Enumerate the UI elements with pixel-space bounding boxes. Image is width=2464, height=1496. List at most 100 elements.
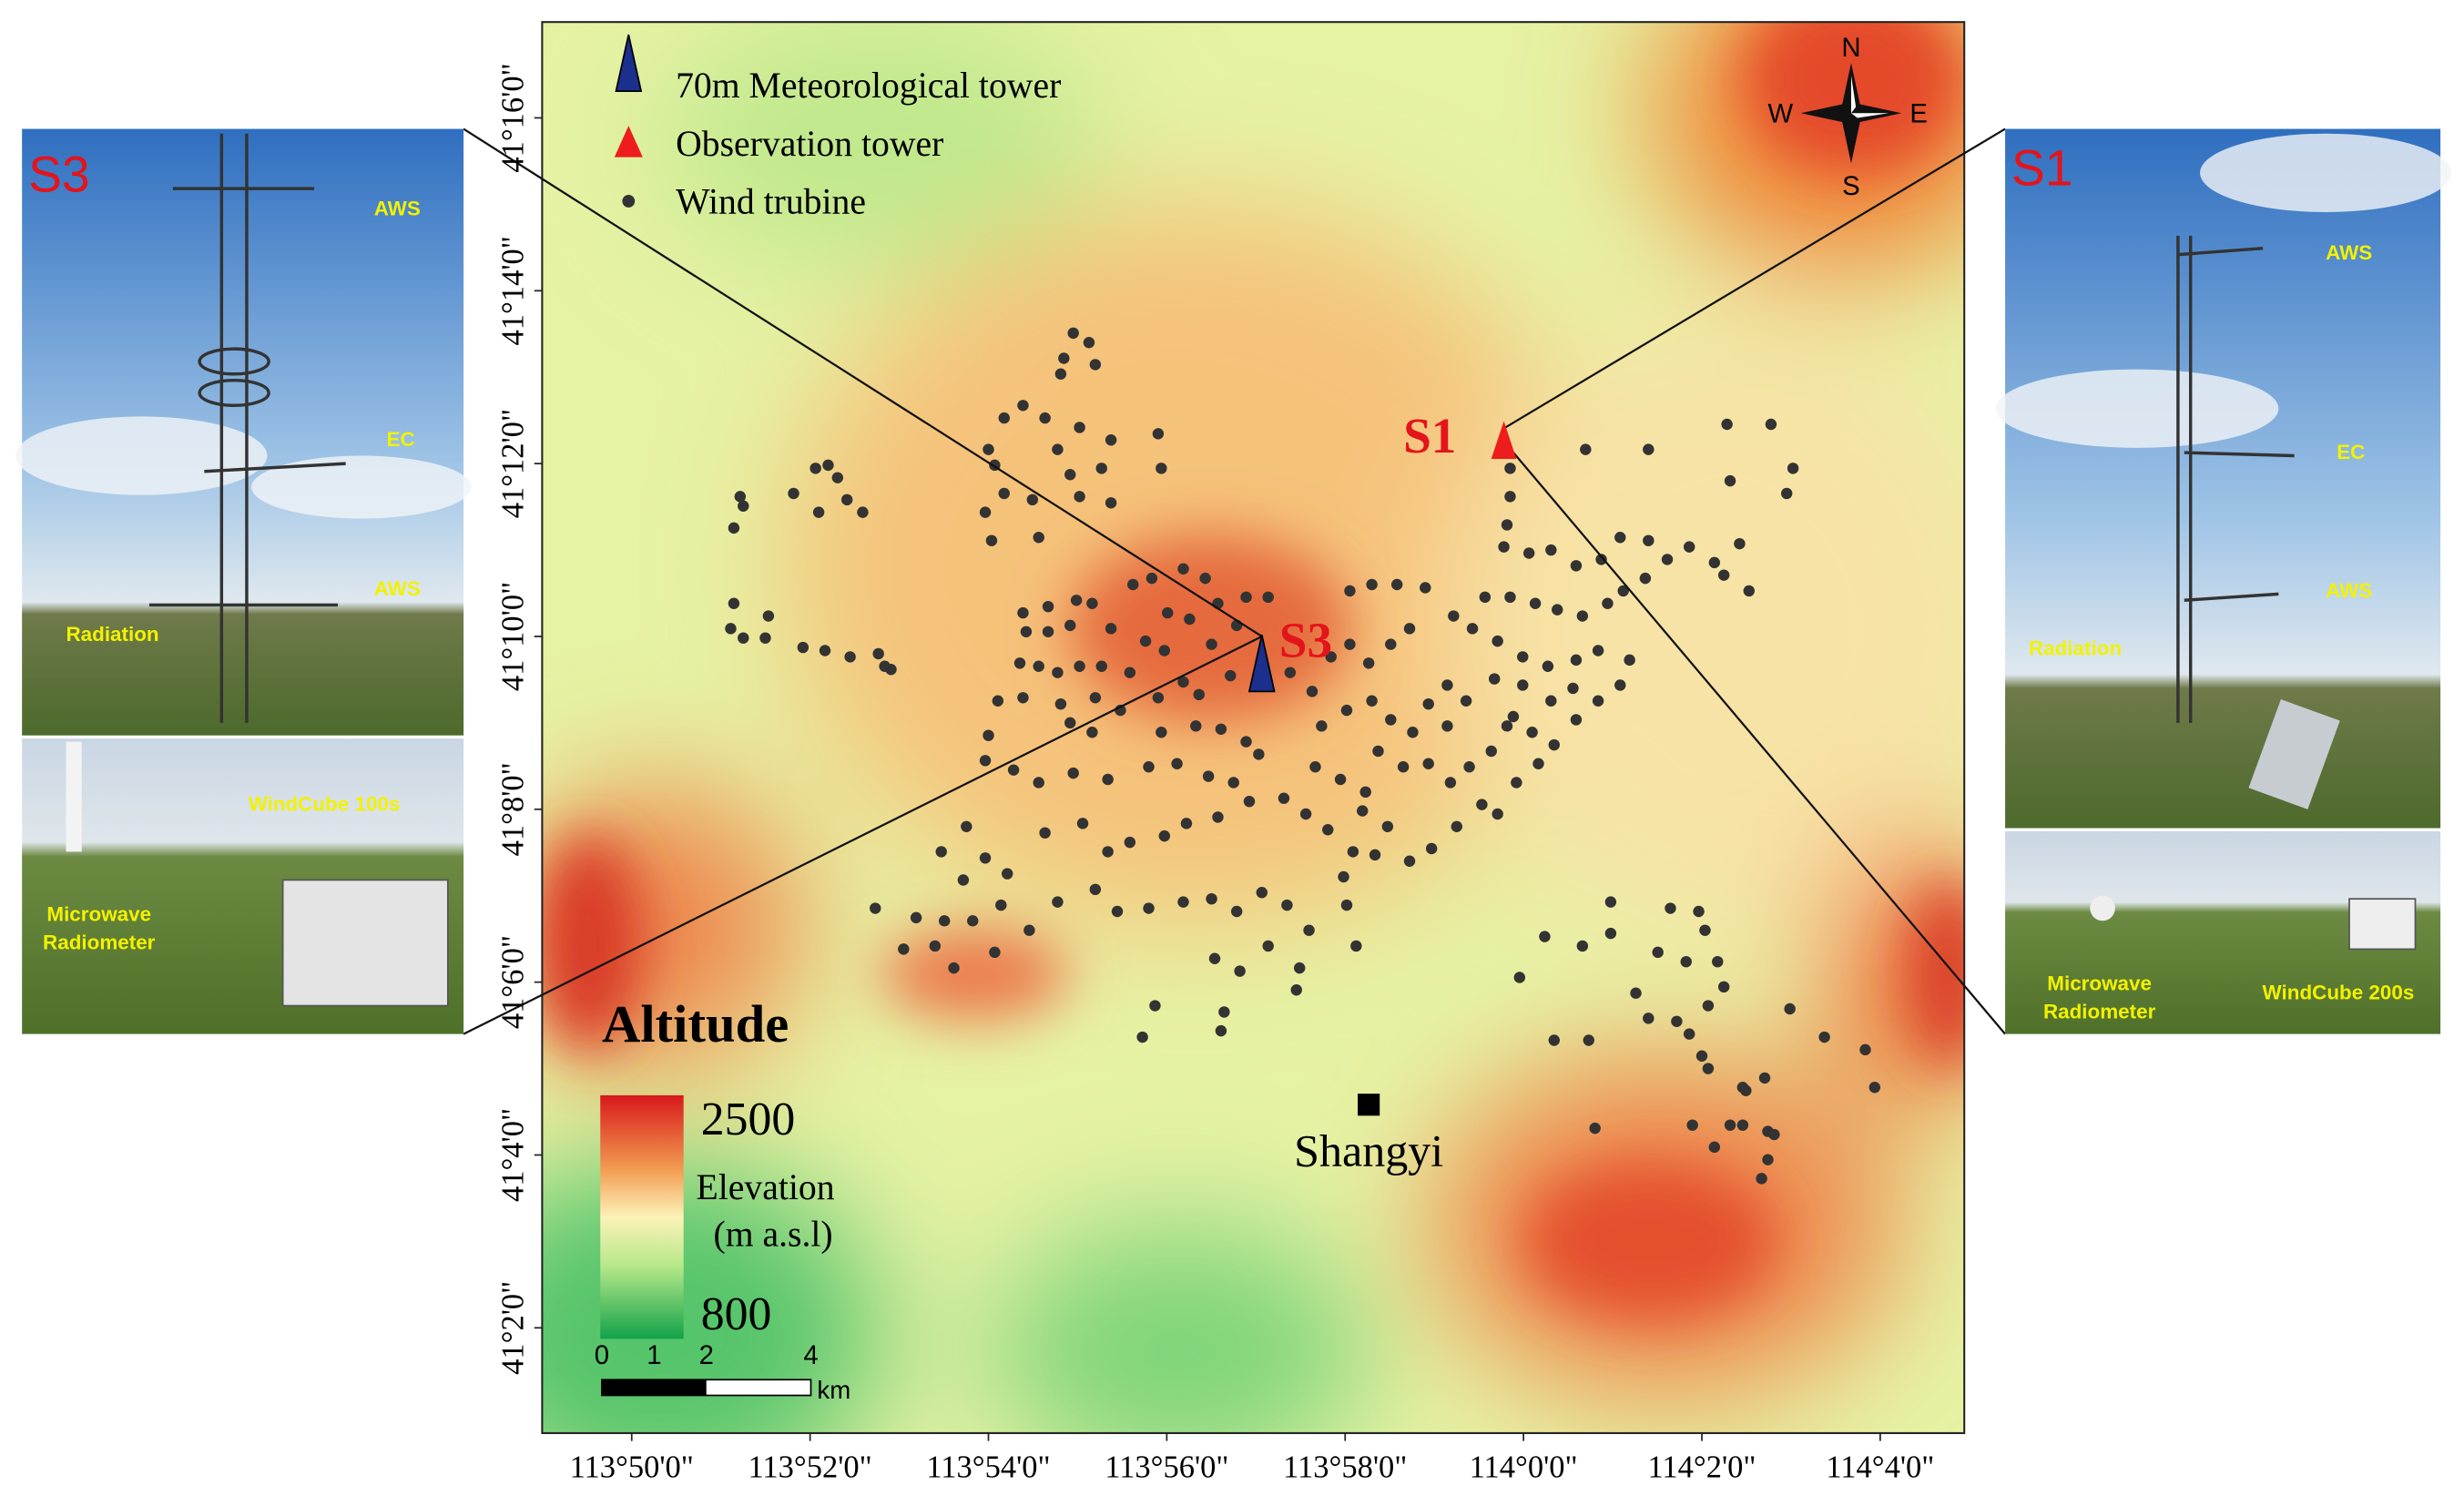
met-tower-symbol <box>615 34 643 92</box>
wind-turbine <box>872 647 884 660</box>
wind-turbine <box>1309 760 1321 773</box>
wind-turbine <box>998 487 1010 500</box>
wind-turbine <box>1721 418 1733 431</box>
wind-turbine <box>1306 686 1319 697</box>
wind-turbine <box>1208 952 1221 964</box>
wind-turbine <box>1299 808 1312 820</box>
wind-turbine <box>1052 443 1064 455</box>
wind-turbine <box>1765 418 1777 431</box>
color-bar <box>600 1094 684 1339</box>
wind-turbine <box>1070 595 1083 606</box>
wind-turbine <box>1501 519 1513 531</box>
wind-turbine <box>1762 1154 1774 1165</box>
wind-turbine <box>1225 669 1237 682</box>
wind-turbine <box>1074 422 1085 433</box>
lon-label: 114°4'0" <box>1826 1450 1934 1484</box>
wind-turbine <box>1180 818 1193 829</box>
wind-turbine <box>1158 645 1171 656</box>
wind-turbine <box>1281 899 1293 911</box>
site-label: S3 <box>1279 612 1332 667</box>
wind-turbine <box>1105 623 1117 635</box>
wind-turbine <box>1768 1128 1780 1141</box>
wind-turbine <box>1234 965 1246 977</box>
wind-turbine <box>1695 1050 1708 1062</box>
wind-turbine <box>1136 1031 1148 1043</box>
wind-turbine <box>1624 654 1635 667</box>
wind-turbine <box>1105 497 1117 509</box>
wind-turbine <box>1344 638 1356 650</box>
instrument-label: Radiation <box>2029 637 2122 660</box>
wind-turbine <box>1702 1000 1715 1012</box>
wind-turbine <box>1124 836 1136 849</box>
wind-turbine <box>1212 811 1224 823</box>
wind-turbine <box>1033 660 1044 672</box>
instrument-label: EC <box>387 428 415 451</box>
elevation-max: 2500 <box>701 1094 796 1145</box>
instrument-label: Microwave <box>46 902 151 925</box>
wind-turbine <box>1162 606 1174 619</box>
instrument-label: AWS <box>2326 241 2372 264</box>
wind-turbine <box>1240 736 1252 748</box>
altitude-title: Altitude <box>602 994 789 1053</box>
wind-turbine <box>979 852 992 864</box>
wind-turbine <box>1589 1122 1601 1135</box>
wind-turbine <box>1425 842 1438 855</box>
wind-turbine <box>1076 818 1089 829</box>
wind-turbine <box>725 623 737 635</box>
turbine-symbol <box>622 195 636 208</box>
wind-turbine <box>1532 758 1544 769</box>
wind-turbine <box>1325 651 1337 663</box>
wind-turbine <box>1023 924 1035 936</box>
wind-turbine <box>1127 578 1139 591</box>
wind-turbine <box>1570 714 1583 726</box>
wind-turbine <box>995 899 1007 911</box>
wind-turbine <box>957 874 970 886</box>
wind-turbine <box>1420 582 1431 594</box>
wind-turbine <box>1039 412 1051 424</box>
wind-turbine <box>1303 924 1315 936</box>
connectors <box>463 127 2006 1035</box>
wind-turbine <box>1089 883 1102 896</box>
wind-turbine <box>1526 727 1538 738</box>
wind-turbine <box>738 500 749 512</box>
wind-turbine <box>1542 660 1554 672</box>
wind-turbine <box>1504 463 1516 474</box>
wind-turbine <box>1372 745 1384 758</box>
wind-turbine <box>1058 352 1070 364</box>
wind-turbine <box>1539 931 1551 942</box>
wind-turbine <box>1243 795 1256 808</box>
scale-tick-label: 4 <box>803 1340 818 1370</box>
wind-turbine <box>992 695 1004 707</box>
lat-label: 41°14'0" <box>496 236 531 345</box>
compass-e: E <box>1909 99 1928 129</box>
wind-turbine <box>1240 591 1252 604</box>
wind-turbine <box>1366 695 1378 707</box>
wind-turbine <box>1322 824 1334 836</box>
wind-turbine <box>983 443 994 455</box>
compass-s: S <box>1842 171 1860 201</box>
wind-turbine <box>1552 604 1563 616</box>
scale-unit: km <box>817 1376 850 1404</box>
legend: 70m Meteorological tower Observation tow… <box>614 34 1061 222</box>
wind-turbine <box>1026 494 1039 506</box>
wind-turbine <box>1576 610 1589 622</box>
wind-turbine <box>1643 443 1655 455</box>
town-label: Shangyi <box>1294 1125 1443 1176</box>
instrument-label: Radiation <box>66 623 158 646</box>
instrument-label: AWS <box>374 197 421 219</box>
lat-label: 41°2'0" <box>496 1281 531 1375</box>
wind-turbine <box>1498 541 1510 553</box>
wind-turbine <box>788 487 799 500</box>
wind-turbine <box>1743 585 1755 597</box>
wind-turbine <box>1095 660 1107 672</box>
wind-turbine <box>1736 1119 1749 1131</box>
lat-label: 41°10'0" <box>496 582 531 691</box>
wind-turbine <box>840 494 853 506</box>
wind-turbine <box>1017 606 1029 619</box>
wind-turbine <box>1504 591 1516 604</box>
instrument-label: WindCube 100s <box>249 793 401 816</box>
instrument-label: Microwave <box>2047 972 2152 994</box>
obs-tower <box>1491 421 1517 459</box>
